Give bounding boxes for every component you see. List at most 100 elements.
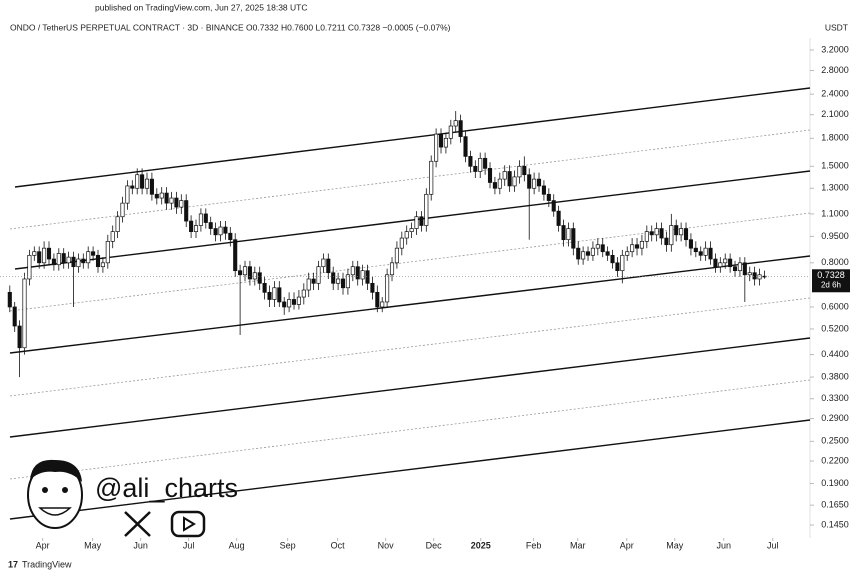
candle-body — [757, 274, 762, 280]
x-tick-label: Nov — [378, 540, 395, 550]
y-tick-label: 0.6000 — [821, 301, 849, 311]
candle-body — [600, 244, 605, 253]
candle-body — [546, 193, 551, 201]
candle-body — [492, 182, 497, 189]
candle-body — [561, 225, 566, 241]
y-tick-label: 0.4400 — [821, 349, 849, 359]
chart-title: ONDO / TetherUS PERPETUAL CONTRACT · 3D … — [10, 22, 451, 32]
candle-body — [86, 251, 91, 264]
candle-body — [463, 136, 468, 157]
x-tick-label: Oct — [331, 540, 346, 550]
y-tick-label: 0.1450 — [821, 519, 849, 529]
candle-body — [595, 244, 600, 249]
candle-body — [732, 266, 738, 272]
candle-body — [184, 200, 189, 222]
x-tick-label: Jun — [716, 540, 731, 550]
candle-body — [723, 258, 728, 264]
candle-body — [728, 258, 733, 268]
x-tick-label: May — [84, 540, 102, 550]
y-tick-label: 1.5000 — [821, 161, 849, 171]
candle-body — [639, 241, 644, 249]
x-tick-label: Dec — [426, 540, 443, 550]
youtube-play — [183, 516, 196, 532]
candle-body — [737, 262, 742, 272]
candle-body — [556, 210, 561, 226]
x-tick-label: Jun — [133, 540, 148, 550]
y-tick-label: 0.2500 — [821, 436, 849, 446]
candle-body — [541, 185, 546, 195]
logo: TradingView — [22, 559, 72, 569]
candle-body — [179, 200, 184, 208]
candle-body — [399, 237, 404, 249]
candle-body — [12, 306, 17, 327]
candle-body — [536, 178, 542, 187]
price-label: 0.7328 — [817, 270, 845, 280]
candle-body — [125, 185, 130, 204]
logo-mark: 17 — [8, 559, 18, 569]
candle-body — [605, 251, 610, 256]
candle-body — [517, 165, 522, 178]
candle-body — [654, 228, 659, 236]
candle-body — [532, 178, 537, 189]
candle-body — [566, 228, 571, 241]
candle-body — [365, 270, 370, 284]
candle-body — [61, 253, 66, 264]
candle-body — [713, 258, 718, 268]
y-tick-label: 0.1900 — [821, 478, 849, 488]
candle-body — [306, 278, 311, 291]
y-tick-label: 0.8000 — [821, 257, 849, 267]
candle-body — [326, 258, 331, 274]
channel-line — [9, 419, 811, 520]
x-tick-label: Apr — [36, 540, 50, 550]
x-tick-label: 2025 — [471, 540, 491, 550]
candle-body — [394, 247, 399, 264]
y-tick-label: 1.1000 — [821, 208, 849, 218]
candle-body — [203, 213, 208, 223]
y-tick-label: 3.2000 — [821, 44, 849, 54]
candle-body — [301, 289, 306, 298]
channel-line — [14, 170, 811, 270]
candle-body — [164, 192, 169, 204]
candle-body — [115, 216, 120, 233]
candle-body — [262, 282, 267, 293]
candle-body — [478, 157, 483, 172]
candle-body — [679, 228, 684, 236]
x-tick-label: Apr — [620, 540, 634, 550]
candle-body — [434, 133, 439, 162]
x-tick-label: Mar — [570, 540, 586, 550]
candle-body — [291, 299, 297, 305]
candle-body — [669, 225, 674, 246]
candle-body — [252, 272, 257, 280]
avatar-hair — [30, 459, 82, 482]
candle-body — [17, 325, 22, 349]
candle-body — [282, 301, 287, 308]
candle-body — [644, 231, 649, 242]
candle-body — [66, 256, 71, 264]
candle-body — [752, 272, 757, 280]
candle-body — [51, 258, 56, 266]
candle-body — [585, 251, 591, 256]
candle-body — [487, 168, 493, 183]
candle-body — [130, 185, 135, 189]
candle-body — [350, 266, 355, 276]
candle-body — [159, 192, 164, 199]
candle-body — [316, 266, 321, 284]
candle-body — [507, 171, 512, 187]
candle-body — [120, 202, 125, 218]
candle-body — [76, 258, 81, 268]
candle-body — [473, 165, 478, 172]
price-box — [812, 269, 850, 293]
x-icon — [124, 511, 151, 537]
candle-body — [718, 262, 723, 268]
candle-body — [22, 278, 27, 349]
candle-body — [512, 176, 517, 187]
y-tick-label: 2.4000 — [821, 89, 849, 99]
channel-mid — [9, 297, 811, 397]
candle-body — [105, 241, 110, 264]
candle-body — [409, 228, 414, 233]
watermark: @ali_charts — [27, 459, 238, 538]
published-note: published on TradingView.com, Jun 27, 20… — [95, 2, 307, 12]
candle-body — [321, 258, 326, 268]
candle-body — [438, 133, 444, 148]
candle-body — [414, 216, 419, 229]
